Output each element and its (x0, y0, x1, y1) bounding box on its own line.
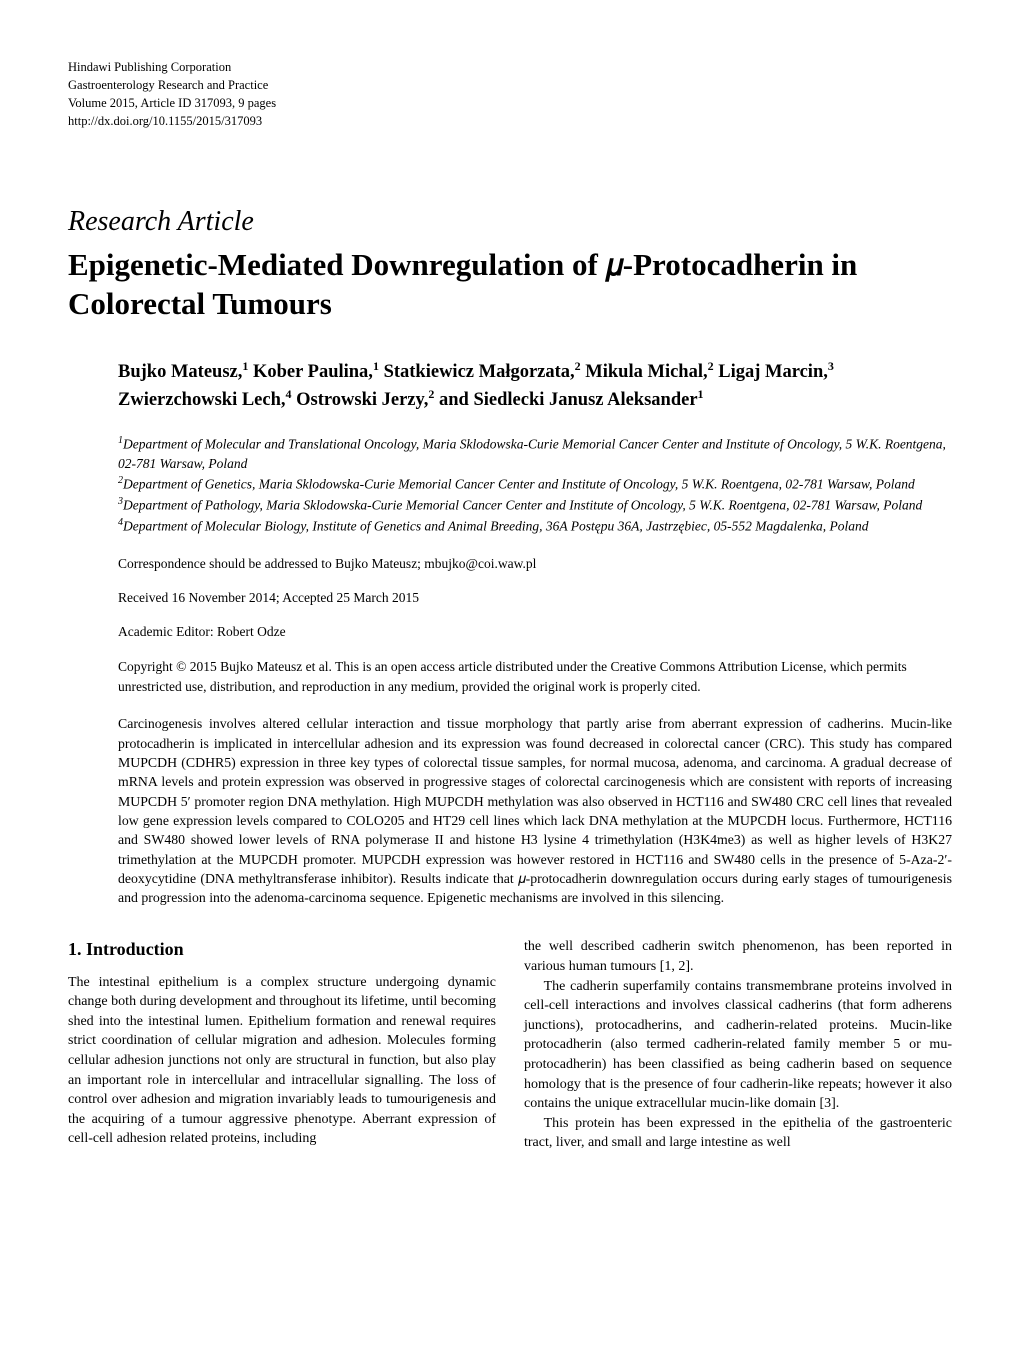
intro-right-p2: The cadherin superfamily contains transm… (524, 977, 952, 1114)
publisher-line: Hindawi Publishing Corporation (68, 58, 952, 76)
affiliation-item: 4Department of Molecular Biology, Instit… (118, 516, 952, 536)
intro-left-p1: The intestinal epithelium is a complex s… (68, 973, 496, 1149)
intro-right-p3: This protein has been expressed in the e… (524, 1114, 952, 1153)
dates-line: Received 16 November 2014; Accepted 25 M… (68, 589, 952, 607)
journal-info: Hindawi Publishing Corporation Gastroent… (68, 58, 952, 131)
authors-block: Bujko Mateusz,1 Kober Paulina,1 Statkiew… (68, 358, 952, 414)
affiliation-item: 3Department of Pathology, Maria Sklodows… (118, 495, 952, 515)
two-column-body: 1. Introduction The intestinal epitheliu… (68, 937, 952, 1153)
affiliation-item: 1Department of Molecular and Translation… (118, 434, 952, 474)
intro-right-p1: the well described cadherin switch pheno… (524, 937, 952, 976)
right-column: the well described cadherin switch pheno… (524, 937, 952, 1153)
article-type: Research Article (68, 203, 952, 241)
left-column: 1. Introduction The intestinal epitheliu… (68, 937, 496, 1153)
volume-line: Volume 2015, Article ID 317093, 9 pages (68, 94, 952, 112)
doi-line: http://dx.doi.org/10.1155/2015/317093 (68, 112, 952, 130)
editor-line: Academic Editor: Robert Odze (68, 623, 952, 641)
abstract-block: Carcinogenesis involves altered cellular… (68, 714, 952, 907)
copyright-block: Copyright © 2015 Bujko Mateusz et al. Th… (68, 657, 952, 696)
affiliation-item: 2Department of Genetics, Maria Sklodowsk… (118, 474, 952, 494)
section-heading-introduction: 1. Introduction (68, 937, 496, 962)
article-title: Epigenetic-Mediated Downregulation of 𝜇-… (68, 246, 952, 324)
correspondence-line: Correspondence should be addressed to Bu… (68, 555, 952, 573)
affiliations-block: 1Department of Molecular and Translation… (68, 434, 952, 537)
journal-name: Gastroenterology Research and Practice (68, 76, 952, 94)
